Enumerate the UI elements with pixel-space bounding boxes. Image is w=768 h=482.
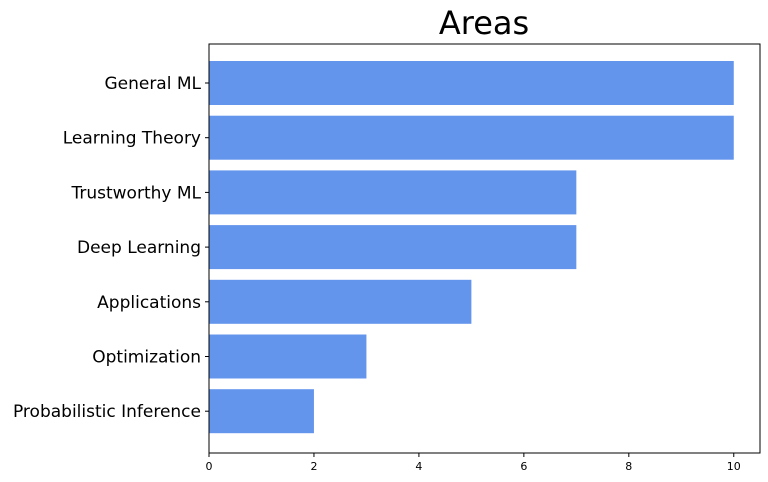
category-label: Applications bbox=[97, 293, 201, 313]
bar-deep-learning bbox=[209, 225, 577, 270]
x-tick-label: 2 bbox=[310, 460, 317, 473]
category-label: Probabilistic Inference bbox=[13, 402, 201, 422]
bar-trustworthy-ml bbox=[209, 170, 577, 215]
x-axis: 0 2 4 6 8 10 bbox=[206, 453, 741, 473]
bar-applications bbox=[209, 279, 472, 324]
x-tick-label: 10 bbox=[727, 460, 741, 473]
category-label: Learning Theory bbox=[63, 129, 201, 149]
category-label: Optimization bbox=[92, 348, 201, 368]
category-label: Trustworthy ML bbox=[70, 183, 201, 203]
bar-optimization bbox=[209, 334, 367, 379]
bar-general-ml bbox=[209, 61, 734, 105]
bar-learning-theory bbox=[209, 115, 734, 160]
plot-frame bbox=[208, 43, 761, 454]
x-tick-label: 4 bbox=[415, 460, 422, 473]
chart-title: Areas bbox=[439, 4, 529, 42]
x-tick-label: 0 bbox=[206, 460, 213, 473]
category-label: Deep Learning bbox=[77, 238, 201, 258]
category-label: General ML bbox=[104, 74, 201, 94]
bars-layer bbox=[209, 61, 734, 434]
bar-probabilistic-inference bbox=[209, 389, 314, 434]
x-tick-label: 6 bbox=[520, 460, 527, 473]
x-tick-label: 8 bbox=[625, 460, 632, 473]
category-labels: General ML Learning Theory Trustworthy ML D… bbox=[13, 74, 209, 422]
